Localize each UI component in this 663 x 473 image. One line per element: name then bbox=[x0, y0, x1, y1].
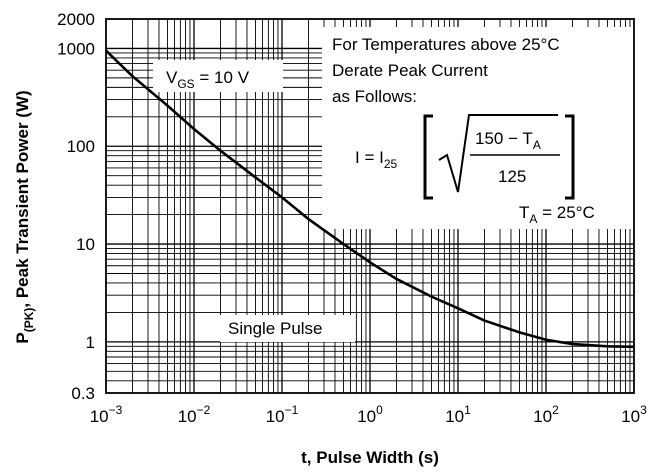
y-tick-label: 1 bbox=[86, 333, 95, 352]
x-tick-label: 103 bbox=[621, 403, 647, 426]
x-tick-exponent: 3 bbox=[640, 403, 647, 417]
x-tick-exponent: −1 bbox=[285, 403, 299, 417]
x-tick-exponent: −3 bbox=[109, 403, 123, 417]
single-pulse-label: Single Pulse bbox=[228, 319, 323, 338]
y-axis-title: P(PK), Peak Transient Power (W) bbox=[13, 90, 36, 343]
x-tick-label: 100 bbox=[357, 403, 383, 426]
formula-numerator: 150 − TA bbox=[475, 129, 541, 152]
formula-left-bracket bbox=[423, 114, 433, 200]
y-tick-label: 10 bbox=[76, 235, 95, 254]
x-tick-label: 10−2 bbox=[178, 403, 211, 426]
x-tick-exponent: 1 bbox=[464, 403, 471, 417]
formula-denominator: 125 bbox=[498, 167, 526, 186]
x-tick-label: 10−3 bbox=[90, 403, 123, 426]
x-tick-base: 10 bbox=[445, 407, 464, 426]
y-tick-label: 0.3 bbox=[71, 384, 95, 403]
y-tick-label: 1000 bbox=[57, 39, 95, 58]
derate-formula: I = I25 150 − TA 125 bbox=[355, 114, 575, 200]
formula-numerator-main: 150 − T bbox=[475, 129, 533, 148]
single-pulse-box bbox=[220, 315, 355, 342]
x-tick-base: 10 bbox=[621, 407, 640, 426]
y-tick-label: 2000 bbox=[57, 10, 95, 29]
vgs-sub: GS bbox=[177, 77, 194, 91]
ta-sub: A bbox=[529, 212, 537, 226]
y-axis-title-rest: , Peak Transient Power (W) bbox=[13, 90, 32, 307]
formula-numerator-sub: A bbox=[533, 138, 541, 152]
x-tick-label: 102 bbox=[533, 403, 559, 426]
derate-line-1: For Temperatures above 25°C bbox=[332, 35, 560, 54]
x-tick-exponent: 0 bbox=[376, 403, 383, 417]
series-line bbox=[105, 49, 635, 349]
formula-sqrt-sign bbox=[438, 114, 558, 193]
derate-line-2: Derate Peak Current bbox=[332, 61, 488, 80]
formula-right-bracket bbox=[565, 114, 575, 200]
x-tick-label: 10−1 bbox=[266, 403, 299, 426]
y-tick-labels: 2000 1000 100 10 1 0.3 bbox=[57, 10, 95, 403]
x-tick-base: 10 bbox=[178, 407, 197, 426]
x-tick-label: 101 bbox=[445, 403, 471, 426]
ta-rest: = 25°C bbox=[537, 203, 594, 222]
x-tick-base: 10 bbox=[357, 407, 376, 426]
x-tick-base: 10 bbox=[533, 407, 552, 426]
derate-box bbox=[322, 27, 642, 229]
formula-lhs: I = I25 bbox=[355, 148, 398, 171]
x-axis-title: t, Pulse Width (s) bbox=[301, 448, 439, 467]
formula-lhs-sub: 25 bbox=[384, 157, 398, 171]
vgs-main: V bbox=[166, 68, 178, 87]
x-tick-base: 10 bbox=[90, 407, 109, 426]
derate-line-3: as Follows: bbox=[332, 87, 417, 106]
formula-lhs-main: I = I bbox=[355, 148, 384, 167]
ta-label: TA = 25°C bbox=[519, 203, 595, 226]
vgs-label: VGS = 10 V bbox=[166, 68, 250, 91]
y-axis-title-main: P bbox=[13, 332, 32, 343]
ta-main: T bbox=[519, 203, 529, 222]
y-axis-title-sub: (PK) bbox=[22, 308, 36, 333]
x-tick-base: 10 bbox=[266, 407, 285, 426]
x-tick-exponent: −2 bbox=[197, 403, 211, 417]
y-tick-label: 100 bbox=[67, 137, 95, 156]
x-tick-labels: 10−3 10−2 10−1 100 101 102 103 bbox=[90, 403, 647, 426]
vgs-rest: = 10 V bbox=[195, 68, 250, 87]
plot-frame bbox=[105, 18, 635, 394]
x-tick-exponent: 2 bbox=[552, 403, 559, 417]
vgs-label-box bbox=[153, 60, 283, 92]
